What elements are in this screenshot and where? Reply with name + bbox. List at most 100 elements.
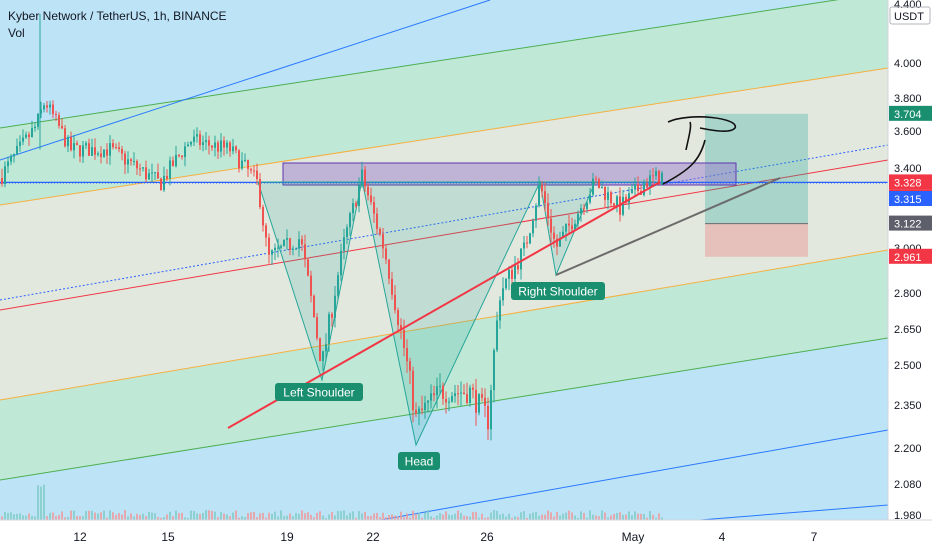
head-label[interactable]: Head bbox=[405, 455, 434, 469]
volume-bar bbox=[31, 515, 33, 520]
volume-bar bbox=[361, 513, 363, 520]
candle-body bbox=[610, 192, 612, 204]
rising-support-line[interactable] bbox=[555, 177, 781, 276]
candle-body bbox=[151, 172, 153, 174]
volume-bar bbox=[76, 516, 78, 520]
candle-body bbox=[136, 160, 138, 169]
volume-bar bbox=[271, 513, 273, 520]
volume-bar bbox=[136, 513, 138, 520]
channel-band-middle bbox=[0, 68, 888, 400]
price-axis-bg bbox=[888, 0, 932, 550]
volume-bar bbox=[226, 514, 228, 520]
right-shoulder-label[interactable]: Right Shoulder bbox=[518, 285, 597, 299]
volume-bar bbox=[466, 516, 468, 520]
volume-bar bbox=[157, 516, 159, 520]
volume-bar bbox=[346, 515, 348, 520]
volume-bar bbox=[349, 512, 351, 520]
profit-zone[interactable] bbox=[705, 113, 808, 224]
volume-bar bbox=[541, 514, 543, 520]
volume-bar bbox=[34, 516, 36, 520]
volume-bar bbox=[424, 512, 426, 520]
candle-body bbox=[661, 172, 663, 185]
volume-bar bbox=[394, 515, 396, 520]
candle-body bbox=[508, 269, 510, 279]
candle-body bbox=[445, 398, 447, 403]
volume-bar bbox=[451, 515, 453, 520]
symbol-title[interactable]: Kyber Network / TetherUS, 1h, BINANCE bbox=[8, 9, 227, 23]
volume-bar bbox=[145, 516, 147, 520]
volume-bar bbox=[436, 515, 438, 520]
volume-bar bbox=[13, 514, 15, 520]
volume-bar bbox=[304, 513, 306, 520]
volume-bar bbox=[553, 516, 555, 520]
volume-bar bbox=[475, 511, 477, 520]
candle-body bbox=[241, 160, 243, 169]
candle-body bbox=[106, 149, 108, 156]
price-tick-label: 2.080 bbox=[894, 479, 922, 491]
candle-body bbox=[37, 113, 39, 127]
volume-bar bbox=[421, 517, 423, 520]
candle-body bbox=[370, 195, 372, 203]
stop-zone[interactable] bbox=[705, 223, 808, 257]
left-shoulder-label[interactable]: Left Shoulder bbox=[283, 386, 354, 400]
volume-bar bbox=[343, 510, 345, 520]
left-shoulder-label-bg bbox=[275, 383, 363, 401]
volume-bar bbox=[4, 511, 6, 520]
candle-body bbox=[406, 348, 408, 362]
candle-body bbox=[145, 167, 147, 180]
volume-bar bbox=[646, 517, 648, 520]
candle-body bbox=[472, 387, 474, 390]
candle-body bbox=[304, 244, 306, 260]
volume-bar bbox=[370, 515, 372, 520]
right-shoulder-label-bg bbox=[511, 282, 605, 300]
volume-bar bbox=[490, 512, 492, 520]
candle-body bbox=[460, 392, 462, 394]
volume-indicator-label[interactable]: Vol bbox=[8, 26, 25, 40]
candle-body bbox=[511, 269, 513, 279]
candle-body bbox=[163, 175, 165, 191]
candle-body bbox=[307, 259, 309, 276]
volume-bar bbox=[661, 517, 663, 520]
candle-body bbox=[100, 153, 102, 157]
volume-bar bbox=[547, 510, 549, 520]
candle-body bbox=[13, 153, 15, 157]
candle-body bbox=[571, 225, 573, 230]
candle-body bbox=[562, 231, 564, 238]
candle-body bbox=[25, 134, 27, 138]
candle-body bbox=[319, 338, 321, 362]
candle-body bbox=[130, 159, 132, 162]
volume-bar bbox=[337, 510, 339, 520]
candle-body bbox=[616, 196, 618, 208]
candle-body bbox=[310, 275, 312, 296]
volume-bar bbox=[604, 512, 606, 520]
volume-bar bbox=[244, 517, 246, 520]
volume-bar bbox=[517, 516, 519, 520]
candle-body bbox=[157, 172, 159, 179]
volume-bar bbox=[589, 510, 591, 520]
candle-body bbox=[199, 134, 201, 146]
candle-body bbox=[253, 170, 255, 172]
neckline-zone[interactable] bbox=[282, 162, 737, 186]
candle-body bbox=[223, 140, 225, 148]
volume-bar bbox=[562, 513, 564, 520]
currency-label[interactable]: USDT bbox=[894, 11, 924, 23]
volume-bar bbox=[160, 517, 162, 520]
volume-bar bbox=[634, 511, 636, 520]
candle-body bbox=[316, 317, 318, 339]
volume-bar bbox=[10, 512, 12, 520]
volume-bar bbox=[577, 517, 579, 520]
candle-body bbox=[205, 140, 207, 143]
volume-bar bbox=[229, 516, 231, 520]
volume-bar bbox=[124, 510, 126, 520]
candle-body bbox=[526, 242, 528, 244]
candle-body bbox=[121, 149, 123, 154]
candle-body bbox=[154, 172, 156, 174]
candle-body bbox=[262, 206, 264, 226]
candle-body bbox=[466, 393, 468, 403]
volume-bar bbox=[91, 510, 93, 520]
volume-bar bbox=[112, 512, 114, 520]
candle-body bbox=[505, 278, 507, 289]
volume-bar bbox=[568, 510, 570, 520]
channel-line-outer-blue-low bbox=[699, 504, 889, 521]
